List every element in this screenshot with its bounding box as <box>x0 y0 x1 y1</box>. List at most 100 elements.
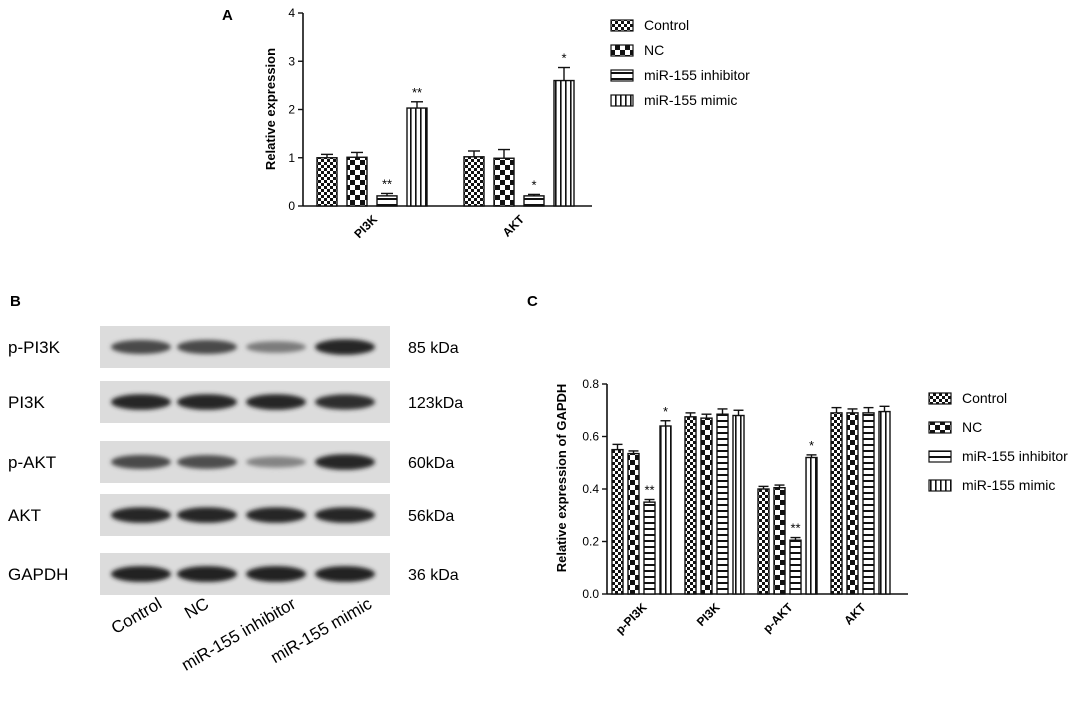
panel-a-bar <box>376 195 398 207</box>
panel-a-legend-swatch <box>610 44 634 57</box>
panel-a-bar <box>406 107 428 207</box>
panel-c-category-label: AKT <box>841 600 869 628</box>
panel-a-legend-swatch <box>610 19 634 32</box>
panel-c-significance-label: ** <box>790 521 800 536</box>
panel-a-legend-label: Control <box>644 17 689 33</box>
blot-band <box>111 566 171 582</box>
panel-a-bar <box>346 156 368 207</box>
panel-a-bar <box>523 195 545 207</box>
panel-a-category-label: AKT <box>500 212 528 240</box>
panel-a-significance-label: ** <box>412 85 422 100</box>
panel-c-bar <box>878 410 891 595</box>
blot-lane-label: NC <box>181 594 212 623</box>
panel-c-legend-label: Control <box>962 390 1007 406</box>
panel-c-bar <box>830 412 843 595</box>
blot-row-kda: 123kDa <box>408 395 463 412</box>
blot-band <box>246 507 306 523</box>
western-blot-panel: p-PI3K 85 kDa PI3K 123kDa p-AKT 60kDa AKT 56kDa… <box>8 326 463 675</box>
blot-band <box>111 340 171 354</box>
panel-a-bar <box>463 156 485 207</box>
blot-lane-label: Control <box>108 594 165 638</box>
panel-a-y-tick-label: 0 <box>288 199 295 213</box>
panel-c-category-label: p-AKT <box>760 600 796 636</box>
panel-a-y-axis-title: Relative expression <box>263 48 278 170</box>
panel-a-legend-label: miR-155 inhibitor <box>644 67 750 83</box>
panel-a-letter: A <box>222 7 233 24</box>
blot-band <box>177 340 237 354</box>
panel-a-bar <box>553 79 575 207</box>
blot-row-label: PI3K <box>8 393 46 412</box>
panel-c-significance-label: * <box>809 438 814 453</box>
panel-a-y-tick-label: 2 <box>288 103 295 117</box>
panel-b-letter: B <box>10 293 21 310</box>
panel-c-bar <box>611 448 624 595</box>
panel-c-category-label: p-PI3K <box>613 600 650 637</box>
panel-a-legend-swatch <box>610 94 634 107</box>
panel-a-legend: Control NC miR-155 inhibitor miR-155 mimic <box>610 17 750 108</box>
panel-c-bar <box>773 486 786 595</box>
panel-c-bar <box>659 425 672 595</box>
panel-c-bar <box>805 456 818 595</box>
blot-band <box>246 456 306 468</box>
panel-a-y-tick-label: 3 <box>288 54 295 68</box>
panel-c-legend-label: NC <box>962 419 982 435</box>
panel-c-legend-swatch <box>928 479 952 492</box>
panel-c-y-tick-label: 0.2 <box>582 535 599 549</box>
panel-c-legend-label: miR-155 mimic <box>962 477 1055 493</box>
panel-c-y-tick-label: 0.4 <box>582 482 599 496</box>
panel-a-y-tick-label: 1 <box>288 151 295 165</box>
panel-c-y-tick-label: 0.0 <box>582 587 599 601</box>
panel-c-bar <box>716 413 729 595</box>
panel-c-significance-label: * <box>663 404 668 419</box>
panel-c-bar <box>757 488 770 595</box>
panel-a-bar <box>493 157 515 207</box>
blot-band <box>315 454 375 470</box>
blot-band <box>177 455 237 469</box>
panel-c-significance-label: ** <box>644 483 654 498</box>
blot-band <box>246 341 306 353</box>
blot-row-kda: 36 kDa <box>408 567 459 584</box>
blot-row-label: p-AKT <box>8 453 56 472</box>
panel-a-legend-label: miR-155 mimic <box>644 92 737 108</box>
panel-a-significance-label: ** <box>382 176 392 191</box>
blot-band <box>177 566 237 582</box>
panel-c-category-label: PI3K <box>694 600 723 629</box>
panel-c-bar <box>846 412 859 595</box>
blot-row-kda: 85 kDa <box>408 340 459 357</box>
blot-band <box>315 394 375 410</box>
panel-c-bar <box>700 417 713 595</box>
panel-c-bar <box>732 414 745 595</box>
blot-band <box>177 394 237 410</box>
panel-c-legend-swatch <box>928 450 952 463</box>
panel-c-bar <box>643 501 656 595</box>
blot-band <box>111 394 171 410</box>
panel-a-significance-label: * <box>561 51 566 66</box>
blot-band <box>315 339 375 355</box>
blot-band <box>246 394 306 410</box>
panel-c-y-tick-label: 0.8 <box>582 377 599 391</box>
panel-c-bar <box>789 539 802 595</box>
panel-c-bar <box>684 416 697 595</box>
panel-a-bar <box>316 157 338 207</box>
panel-c-legend-swatch <box>928 392 952 405</box>
blot-row-label: p-PI3K <box>8 338 61 357</box>
blot-band <box>177 507 237 523</box>
panel-c-letter: C <box>527 293 538 310</box>
panel-a-legend-label: NC <box>644 42 664 58</box>
blot-row-kda: 60kDa <box>408 455 454 472</box>
panel-a-significance-label: * <box>531 177 536 192</box>
blot-band <box>315 507 375 523</box>
panel-c-y-axis-title: Relative expression of GAPDH <box>554 384 569 573</box>
blot-band <box>315 566 375 582</box>
panel-c-legend-swatch <box>928 421 952 434</box>
panel-c-bar <box>862 412 875 595</box>
blot-row-label: AKT <box>8 506 41 525</box>
blot-row-label: GAPDH <box>8 565 68 584</box>
panel-c-bar <box>627 452 640 595</box>
panel-a-y-tick-label: 4 <box>288 6 295 20</box>
blot-row-kda: 56kDa <box>408 508 454 525</box>
panel-a-legend-swatch <box>610 69 634 82</box>
panel-c-bar-chart: 0.00.20.40.60.8***p-PI3K PI3K***p-AKT AKT <box>582 377 908 637</box>
blot-band <box>246 566 306 582</box>
